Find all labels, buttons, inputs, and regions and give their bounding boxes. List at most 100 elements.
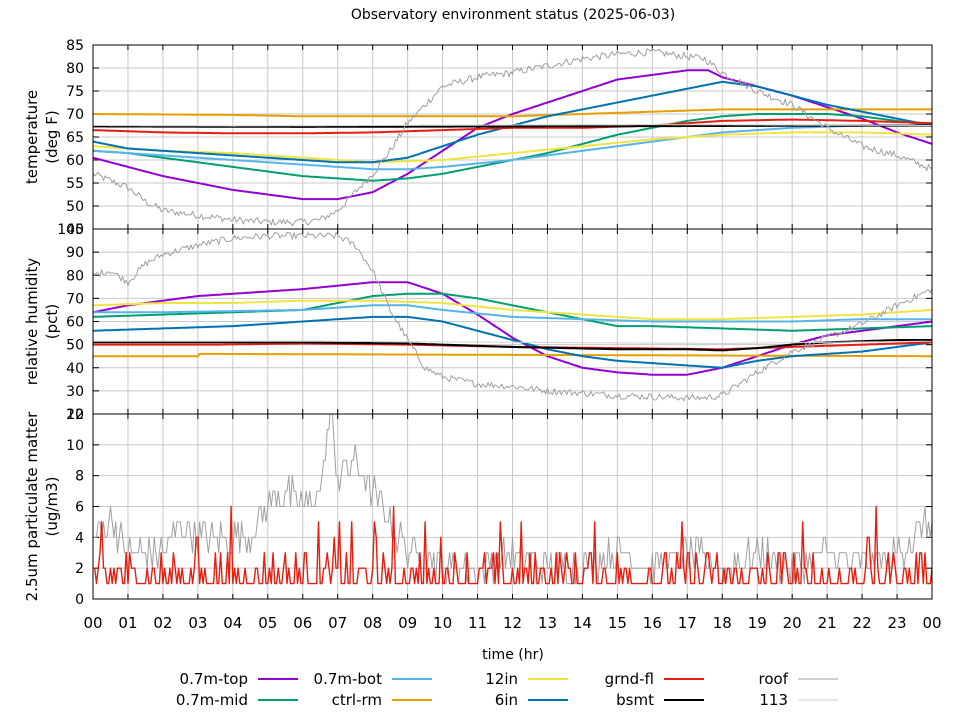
legend: 0.7m-top 0.7m-mid 0.7m-bot ctrl-rm 12in 6in gr… bbox=[176, 670, 838, 709]
x-tick-label: 15 bbox=[608, 614, 627, 632]
series-line-grndfl bbox=[93, 118, 932, 135]
series-group bbox=[93, 232, 932, 402]
legend-item-in12: 12in bbox=[485, 670, 568, 688]
x-tick-label: 00 bbox=[83, 614, 102, 632]
y-tick-label: 75 bbox=[66, 84, 84, 100]
y-tick-label: 100 bbox=[57, 222, 84, 238]
x-tick-label: 20 bbox=[783, 614, 802, 632]
series-line-s113 bbox=[93, 340, 932, 344]
y-tick-label: 80 bbox=[66, 268, 84, 284]
x-tick-label: 08 bbox=[363, 614, 382, 632]
series-line-bsmt bbox=[93, 124, 932, 128]
x-tick-label: 00 bbox=[922, 614, 941, 632]
legend-item-p07mid: 0.7m-mid bbox=[176, 691, 298, 709]
series-line-p07bot bbox=[93, 304, 932, 323]
legend-label: 113 bbox=[759, 691, 788, 709]
y-tick-label: 70 bbox=[66, 107, 84, 123]
series-line-pmred bbox=[93, 505, 932, 585]
legend-label: roof bbox=[759, 670, 789, 688]
series-line-roof bbox=[93, 232, 932, 402]
x-tick-label: 23 bbox=[887, 614, 906, 632]
y-axis-label: (deg F) bbox=[43, 110, 61, 163]
legend-label: 0.7m-top bbox=[180, 670, 248, 688]
y-tick-label: 6 bbox=[75, 500, 84, 516]
series-line-in12 bbox=[93, 131, 932, 164]
y-tick-label: 65 bbox=[66, 130, 84, 146]
y-tick-label: 50 bbox=[66, 338, 84, 354]
y-tick-label: 80 bbox=[66, 61, 84, 77]
x-tick-label: 01 bbox=[118, 614, 137, 632]
y-tick-label: 85 bbox=[66, 38, 84, 54]
y-tick-label: 60 bbox=[66, 315, 84, 331]
y-axis-label: relative humidity bbox=[23, 258, 41, 386]
x-tick-label: 13 bbox=[538, 614, 557, 632]
legend-item-bsmt: bsmt bbox=[616, 691, 704, 709]
series-line-ctrlrm bbox=[93, 108, 932, 118]
x-axis-label: time (hr) bbox=[482, 647, 544, 663]
series-group bbox=[93, 47, 932, 227]
legend-label: 12in bbox=[485, 670, 518, 688]
x-tick-label: 21 bbox=[818, 614, 837, 632]
series-group bbox=[93, 414, 932, 585]
legend-label: 0.7m-bot bbox=[314, 670, 383, 688]
y-tick-label: 30 bbox=[66, 384, 84, 400]
x-tick-label: 12 bbox=[503, 614, 522, 632]
x-tick-label: 17 bbox=[678, 614, 697, 632]
legend-item-grndfl: grnd-fl bbox=[605, 670, 704, 688]
legend-item-roof: roof bbox=[759, 670, 838, 688]
y-tick-label: 45 bbox=[66, 222, 84, 238]
x-tick-labels: 00 01 02 03 04 05 06 07 08 09 10 11 12 13 14 15 16 17 18 19… bbox=[83, 614, 941, 632]
legend-label: 6in bbox=[495, 691, 518, 709]
y-tick-label: 12 bbox=[66, 407, 84, 423]
y-tick-label: 40 bbox=[66, 361, 84, 377]
x-tick-label: 16 bbox=[643, 614, 662, 632]
x-tick-label: 02 bbox=[153, 614, 172, 632]
x-tick-label: 14 bbox=[573, 614, 592, 632]
series-line-s113 bbox=[93, 124, 932, 127]
y-tick-label: 2 bbox=[75, 561, 84, 577]
y-tick-label: 8 bbox=[75, 469, 84, 485]
legend-item-p07bot: 0.7m-bot bbox=[314, 670, 432, 688]
x-tick-label: 03 bbox=[188, 614, 207, 632]
legend-label: 0.7m-mid bbox=[176, 691, 248, 709]
x-tick-label: 04 bbox=[223, 614, 242, 632]
y-tick-label: 55 bbox=[66, 176, 84, 192]
legend-item-s113: 113 bbox=[759, 691, 838, 709]
y-tick-label: 50 bbox=[66, 199, 84, 215]
series-line-roof bbox=[93, 47, 932, 227]
x-tick-label: 10 bbox=[433, 614, 452, 632]
x-tick-label: 09 bbox=[398, 614, 417, 632]
panel-1: 45 50 55 60 65 70 75 80 85 temperature (deg F) bbox=[23, 38, 933, 238]
y-tick-label: 70 bbox=[66, 291, 84, 307]
x-tick-label: 22 bbox=[853, 614, 872, 632]
legend-item-ctrlrm: ctrl-rm bbox=[332, 691, 432, 709]
series-line-p07mid bbox=[93, 292, 932, 332]
series-line-p07bot bbox=[93, 124, 932, 171]
x-tick-label: 18 bbox=[713, 614, 732, 632]
legend-item-in6: 6in bbox=[495, 691, 568, 709]
y-axis-label: temperature bbox=[23, 90, 41, 184]
y-axis-label: (pct) bbox=[43, 304, 61, 339]
chart-title: Observatory environment status (2025-06-… bbox=[351, 7, 675, 23]
y-axis-label: (ug/m3) bbox=[43, 477, 61, 537]
y-tick-label: 4 bbox=[75, 530, 84, 546]
y-tick-label: 0 bbox=[75, 592, 84, 608]
panel-frame bbox=[92, 413, 933, 600]
panel-3: 0 2 4 6 8 10 12 2.5um particulate matter (ug/m3) bbox=[23, 407, 933, 608]
x-tick-label: 19 bbox=[748, 614, 767, 632]
legend-item-p07top: 0.7m-top bbox=[180, 670, 298, 688]
x-tick-label: 11 bbox=[468, 614, 487, 632]
series-line-bsmt bbox=[93, 339, 932, 352]
panel-2: 20 30 40 50 60 70 80 90 100 relative humidity (pct… bbox=[23, 222, 933, 423]
x-tick-label: 05 bbox=[258, 614, 277, 632]
y-tick-label: 20 bbox=[66, 407, 84, 423]
y-tick-label: 90 bbox=[66, 245, 84, 261]
legend-label: grnd-fl bbox=[605, 670, 654, 688]
x-tick-label: 06 bbox=[293, 614, 312, 632]
series-line-in6 bbox=[93, 315, 932, 369]
legend-label: bsmt bbox=[616, 691, 654, 709]
x-tick-label: 07 bbox=[328, 614, 347, 632]
legend-label: ctrl-rm bbox=[332, 691, 382, 709]
